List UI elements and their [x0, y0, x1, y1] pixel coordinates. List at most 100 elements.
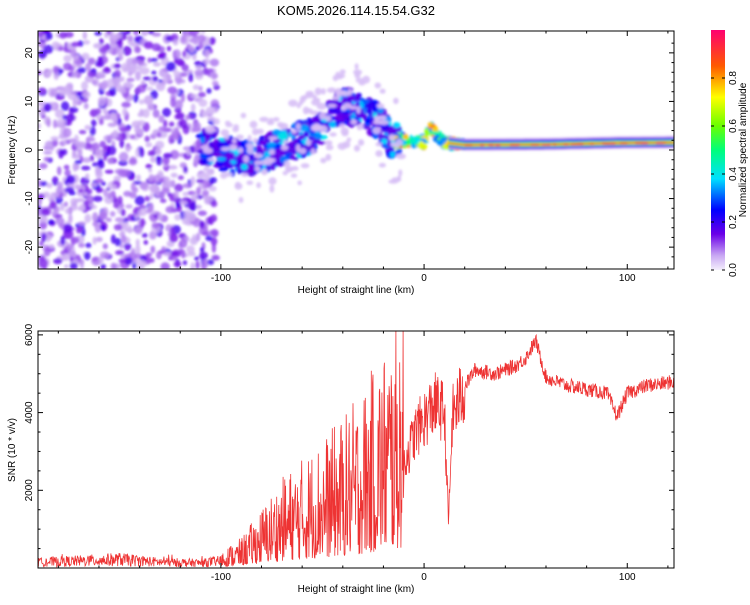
spectrogram-cell [272, 117, 280, 122]
spectrogram-cell [312, 94, 318, 102]
spectrogram-cell [263, 151, 271, 158]
spectrogram-cell [164, 251, 172, 257]
spectrogram-cell [202, 172, 212, 177]
spectrogram-cell [240, 112, 247, 119]
spectrogram-cell [139, 181, 148, 190]
spectrogram-cell [418, 142, 428, 150]
spectrogram-cell [91, 256, 102, 266]
x-tick-label: 100 [619, 572, 636, 583]
colorbar-label: Normalized spectral amplitude [738, 82, 749, 217]
spectrogram-cell [247, 134, 252, 143]
spectrogram-cell [196, 186, 201, 196]
spectrogram-cell [78, 129, 87, 135]
spectrogram-cell [98, 118, 104, 126]
spectrogram-cell [324, 115, 332, 122]
spectrogram-cell [237, 147, 244, 154]
spectrogram-cell [147, 57, 152, 63]
spectrogram-cell [232, 127, 239, 133]
spectrogram-cell [72, 99, 77, 108]
spectrogram-cell [122, 45, 132, 56]
spectrogram-cell [231, 138, 237, 144]
spectrogram-cell [166, 45, 172, 52]
colorbar-ticks: 0.0 0.2 0.4 0.6 0.8 [711, 71, 739, 277]
spectrogram-cell [80, 259, 84, 269]
spectrogram-cell [114, 237, 122, 247]
colorbar-tick-label: 0.2 [728, 215, 739, 229]
spectrogram-core [553, 143, 557, 146]
spectrogram-cell [77, 67, 87, 74]
spectrogram-cell [109, 40, 116, 50]
spectrogram-cell [133, 187, 139, 193]
spectrogram-cell [148, 176, 154, 183]
spectrogram-cell [99, 38, 104, 45]
spectrogram-cell [170, 172, 178, 178]
spectrogram-cell [90, 182, 98, 187]
spectrogram-cell [92, 211, 99, 221]
spectrogram-cell [245, 163, 256, 172]
spectrogram-cell [437, 139, 447, 144]
spectrogram-cell [403, 133, 409, 140]
spectrogram-cell [144, 135, 150, 143]
spectrogram-cell [95, 71, 106, 78]
spectrogram-core [602, 142, 610, 145]
spectrogram-cell [256, 128, 264, 135]
spectrogram-cell [38, 258, 48, 269]
spectrogram-cell [424, 128, 430, 137]
spectrogram-cell [243, 155, 250, 163]
spectrogram-cell [318, 111, 326, 120]
spectrogram-cell [312, 123, 322, 132]
spectrogram-cell [205, 235, 213, 242]
spectrogram-cell [82, 91, 91, 99]
spectrogram-cell [92, 195, 103, 202]
spectrogram-cell [41, 208, 50, 217]
spectrogram-cell [86, 188, 93, 195]
spectrogram-cell [135, 46, 141, 54]
spectrogram-cell [314, 87, 322, 96]
spectrogram-cell [53, 119, 57, 129]
spectrogram-cell [175, 58, 185, 67]
spectrogram-cell [90, 119, 97, 127]
spectrogram-cell [99, 140, 107, 148]
x-tick-label: 0 [421, 273, 427, 284]
spectrogram-cell [202, 179, 210, 189]
spectrogram-cell [259, 135, 265, 140]
spectrogram-cell [84, 251, 91, 261]
spectrogram-cell [51, 176, 59, 186]
spectrogram-cell [85, 137, 96, 142]
spectrogram-cell [149, 231, 157, 240]
spectrogram-cell [245, 142, 255, 149]
spectrogram-cell [43, 103, 52, 112]
y-tick-label: 20 [24, 47, 35, 59]
spectrogram-core [542, 143, 551, 146]
spectrogram-cell [191, 193, 198, 201]
spectrogram-cell [135, 70, 141, 81]
spectrogram-cell [152, 76, 159, 82]
spectrogram-cell [70, 49, 77, 58]
spectrogram-ylabel: Frequency (Hz) [7, 116, 18, 185]
spectrogram-cell [38, 198, 42, 206]
spectrogram-cell [200, 136, 206, 144]
spectrogram-cell [291, 129, 297, 135]
spectrogram-cell [150, 245, 156, 254]
spectrogram-cell [158, 115, 165, 123]
spectrogram-cell [328, 121, 337, 128]
spectrogram-cell [264, 157, 273, 166]
snr-plot: -100 0 100 2000 4000 6000 Height of straight … [7, 323, 675, 595]
spectrogram-cell [142, 108, 150, 118]
spectrogram-cell [117, 195, 123, 205]
spectrogram-cell [97, 96, 107, 107]
spectrogram-cell [320, 88, 326, 95]
spectrogram-cell [324, 140, 333, 146]
spectrogram-cell [67, 138, 77, 144]
spectrogram-cell [190, 262, 195, 269]
spectrogram-cell [151, 222, 161, 229]
spectrogram-cell [173, 190, 179, 200]
spectrogram-cell [332, 75, 339, 82]
spectrogram-cell [138, 99, 145, 105]
spectrogram-cell [64, 169, 71, 177]
spectrogram-cell [69, 107, 79, 113]
spectrogram-cell [199, 152, 207, 160]
spectrogram-cell [362, 75, 371, 84]
spectrogram-cell [268, 149, 275, 155]
spectrogram-cell [196, 178, 206, 184]
